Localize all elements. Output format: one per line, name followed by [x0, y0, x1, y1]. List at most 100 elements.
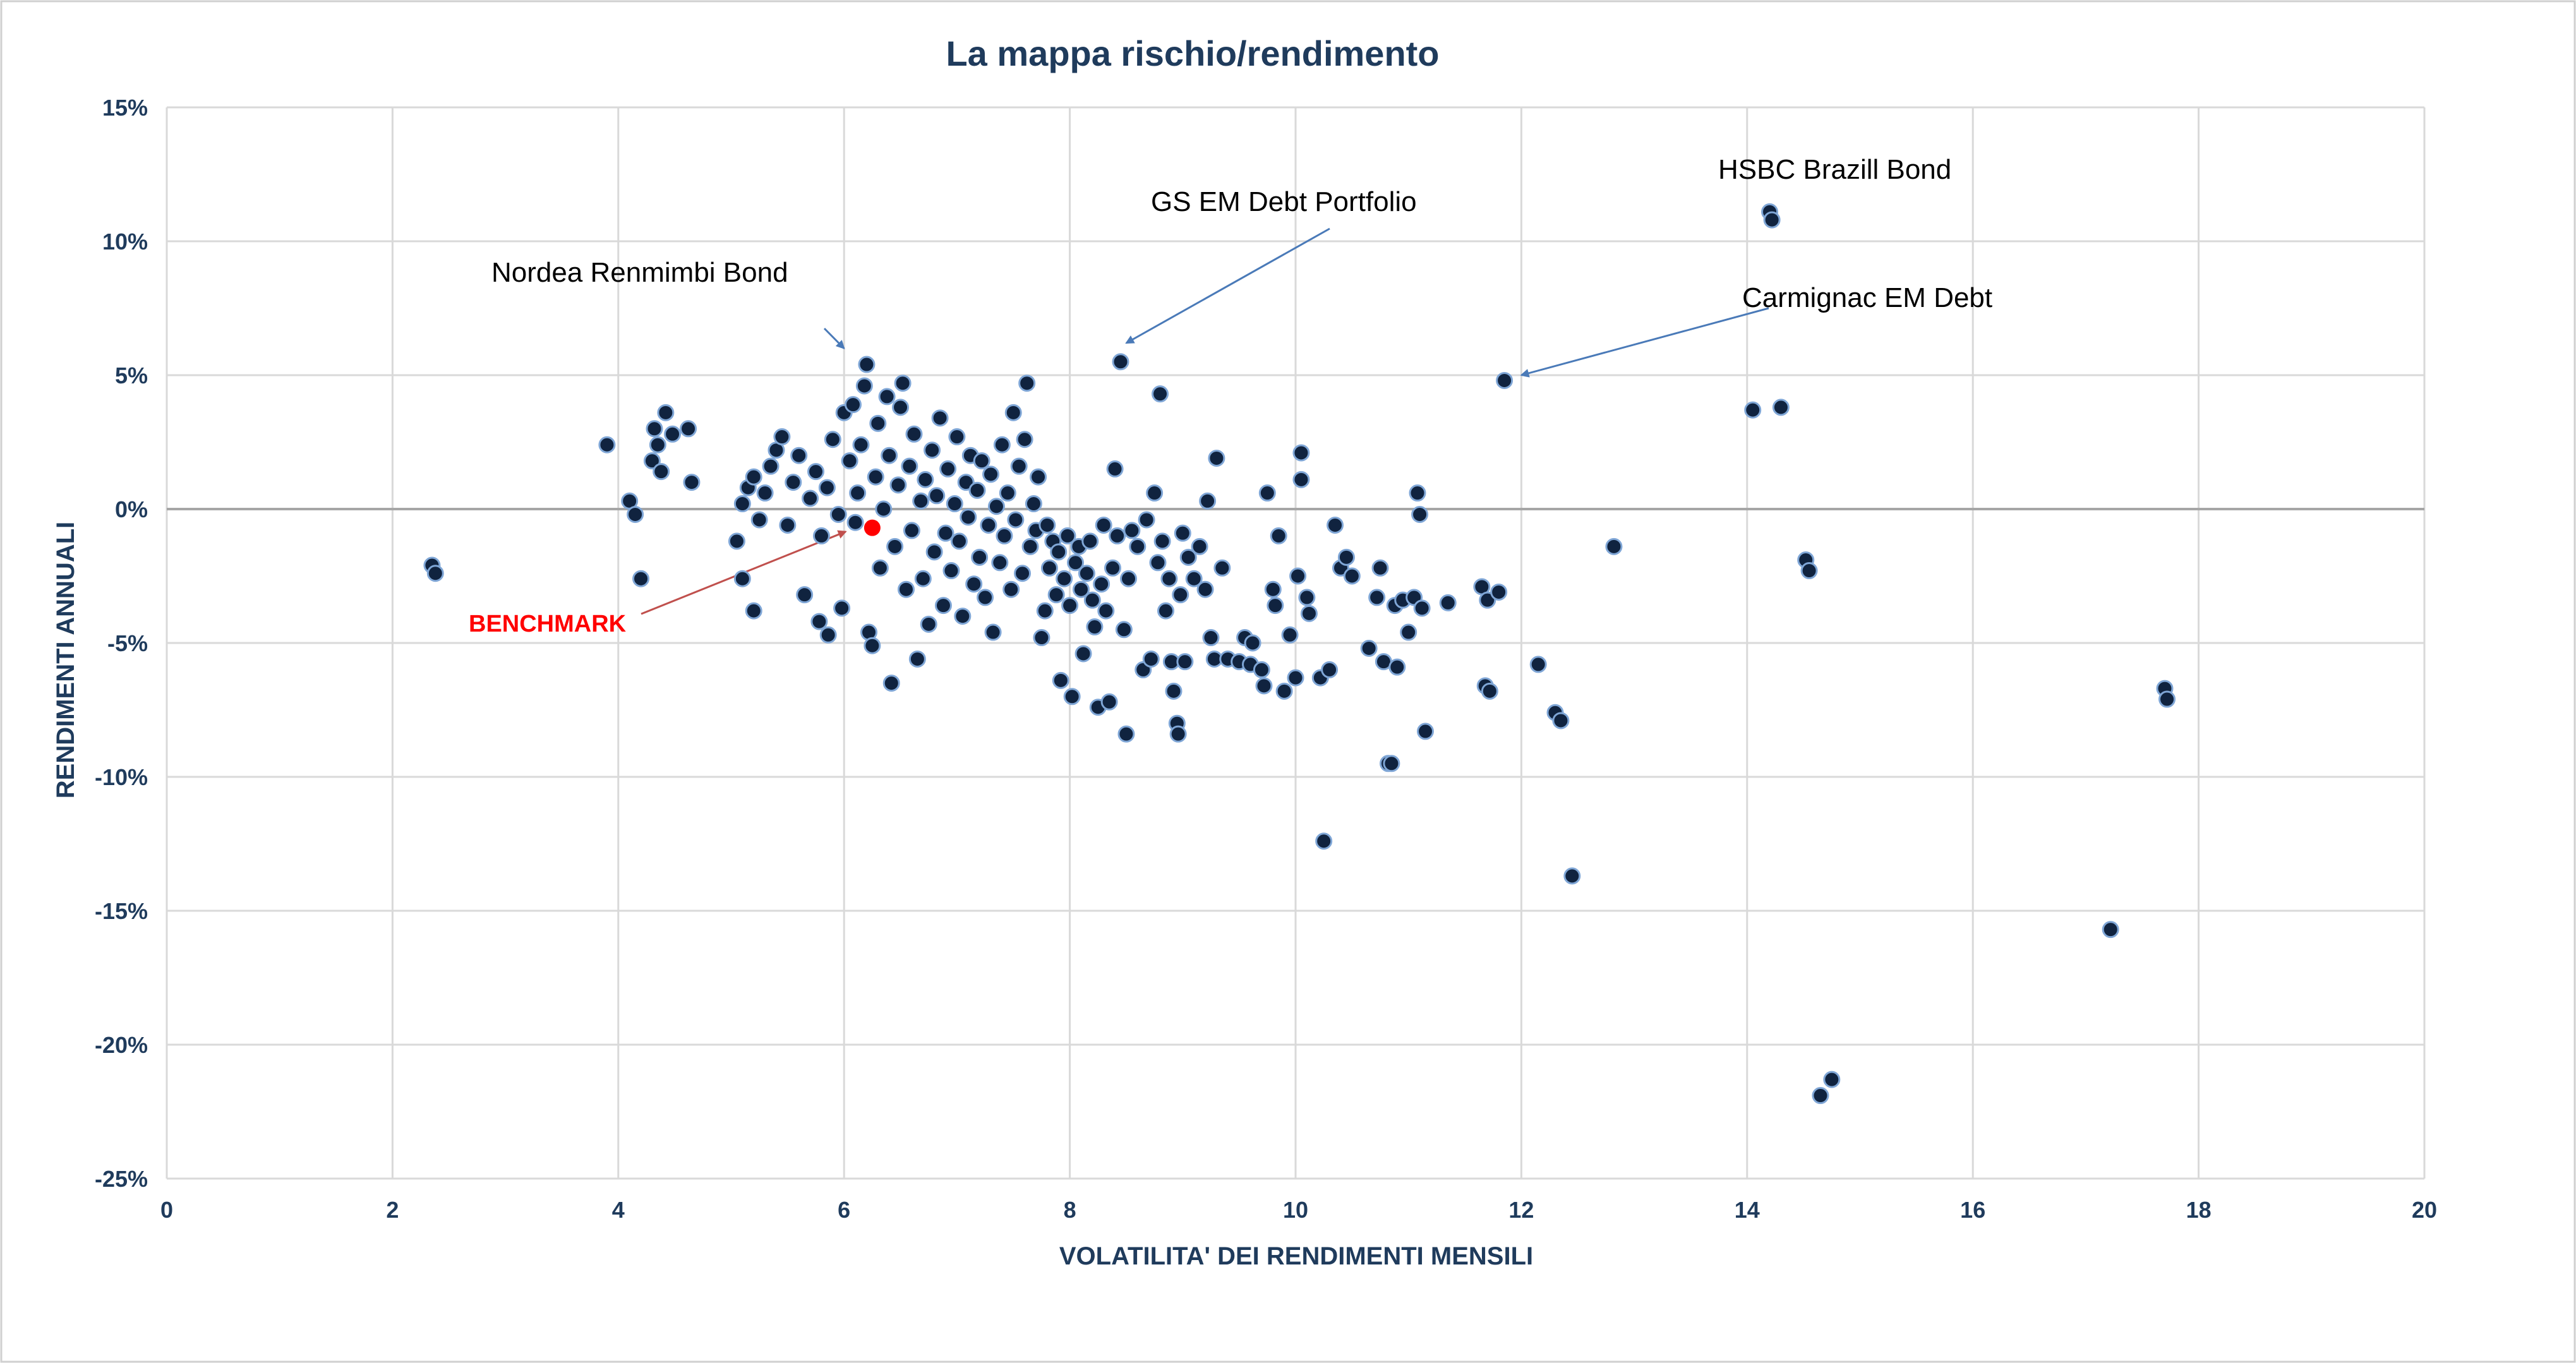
data-point [745, 468, 762, 486]
x-tick-label: 0 [160, 1197, 173, 1223]
data-point [965, 575, 983, 593]
data-point [818, 479, 836, 496]
data-point [894, 375, 912, 392]
data-point [882, 675, 900, 692]
data-point [1067, 554, 1085, 572]
data-point [646, 420, 663, 438]
data-point [903, 522, 920, 539]
data-point [1185, 570, 1203, 587]
data-point [762, 457, 779, 475]
data-point [733, 495, 751, 513]
annotation-arrow [823, 327, 845, 350]
data-point [869, 414, 887, 432]
data-point [779, 516, 797, 534]
data-point [1086, 618, 1104, 636]
data-point [1174, 524, 1191, 542]
data-point [1033, 629, 1050, 647]
data-point [1120, 570, 1138, 587]
data-point [1152, 385, 1169, 403]
data-point [875, 500, 893, 518]
data-point [973, 452, 990, 470]
data-point [917, 471, 934, 488]
data-point [1772, 399, 1790, 416]
data-point [1368, 589, 1386, 606]
data-point [864, 637, 881, 654]
data-point [984, 623, 1002, 641]
data-point [914, 570, 932, 587]
data-point [1123, 522, 1141, 539]
data-point [1176, 653, 1194, 671]
data-point [728, 532, 745, 550]
y-tick-label: -20% [95, 1032, 148, 1058]
y-tick-label: 10% [102, 229, 148, 255]
annotation-gs-em-debt: GS EM Debt Portfolio [1151, 186, 1417, 217]
data-point [1179, 548, 1197, 566]
data-point [867, 468, 884, 486]
data-point [1267, 597, 1284, 615]
data-point [977, 589, 994, 606]
data-point [1014, 565, 1032, 582]
data-point [925, 543, 943, 561]
data-point [1052, 671, 1069, 689]
data-point [1095, 516, 1112, 534]
data-point [1289, 567, 1307, 585]
data-point [790, 447, 808, 464]
data-point [920, 615, 937, 633]
data-point [954, 608, 972, 625]
data-point [1074, 645, 1092, 663]
x-tick-label: 16 [1960, 1197, 1985, 1223]
data-point [1763, 211, 1781, 229]
data-point [750, 511, 768, 529]
data-point [849, 484, 867, 502]
x-tick-label: 8 [1064, 1197, 1076, 1223]
data-point [1360, 639, 1378, 657]
data-point [881, 447, 898, 464]
data-point [1050, 543, 1068, 561]
data-point [643, 452, 661, 470]
data-point [649, 436, 666, 453]
data-point [934, 597, 952, 615]
data-point [886, 537, 904, 555]
data-point [810, 613, 828, 630]
data-point [1115, 621, 1133, 639]
annotation-carmignac: Carmignac EM Debt [1742, 282, 1992, 313]
data-point [852, 436, 870, 453]
x-tick-label: 18 [2186, 1197, 2212, 1223]
y-tick-label: 0% [115, 496, 148, 522]
data-point [1109, 527, 1126, 544]
data-point [1315, 832, 1333, 850]
data-point [1244, 634, 1261, 652]
data-point [1208, 449, 1225, 467]
data-point [1411, 505, 1429, 523]
data-point [1018, 375, 1036, 392]
data-point [653, 463, 670, 481]
data-point [756, 484, 774, 502]
data-point [939, 460, 957, 477]
data-point [1149, 554, 1167, 572]
data-point [745, 602, 762, 620]
data-point [1030, 468, 1047, 486]
data-point [785, 474, 802, 491]
data-point [950, 532, 968, 550]
data-point [937, 524, 954, 542]
data-point [942, 562, 960, 580]
data-point [897, 580, 915, 598]
data-point [1417, 723, 1435, 740]
data-point [1112, 353, 1129, 371]
annotation-benchmark: BENCHMARK [469, 611, 627, 637]
x-tick-label: 14 [1735, 1197, 1760, 1223]
data-point [1490, 583, 1508, 601]
data-point [1529, 656, 1547, 673]
data-point [1104, 559, 1122, 577]
data-point [931, 409, 949, 427]
data-point [1063, 688, 1081, 706]
data-point [1812, 1087, 1829, 1105]
data-point [833, 599, 851, 617]
data-point [1300, 604, 1318, 622]
data-point [999, 484, 1016, 502]
data-point [1388, 658, 1406, 676]
data-point [1036, 602, 1054, 620]
data-point [1160, 570, 1178, 587]
data-point [1100, 693, 1118, 711]
